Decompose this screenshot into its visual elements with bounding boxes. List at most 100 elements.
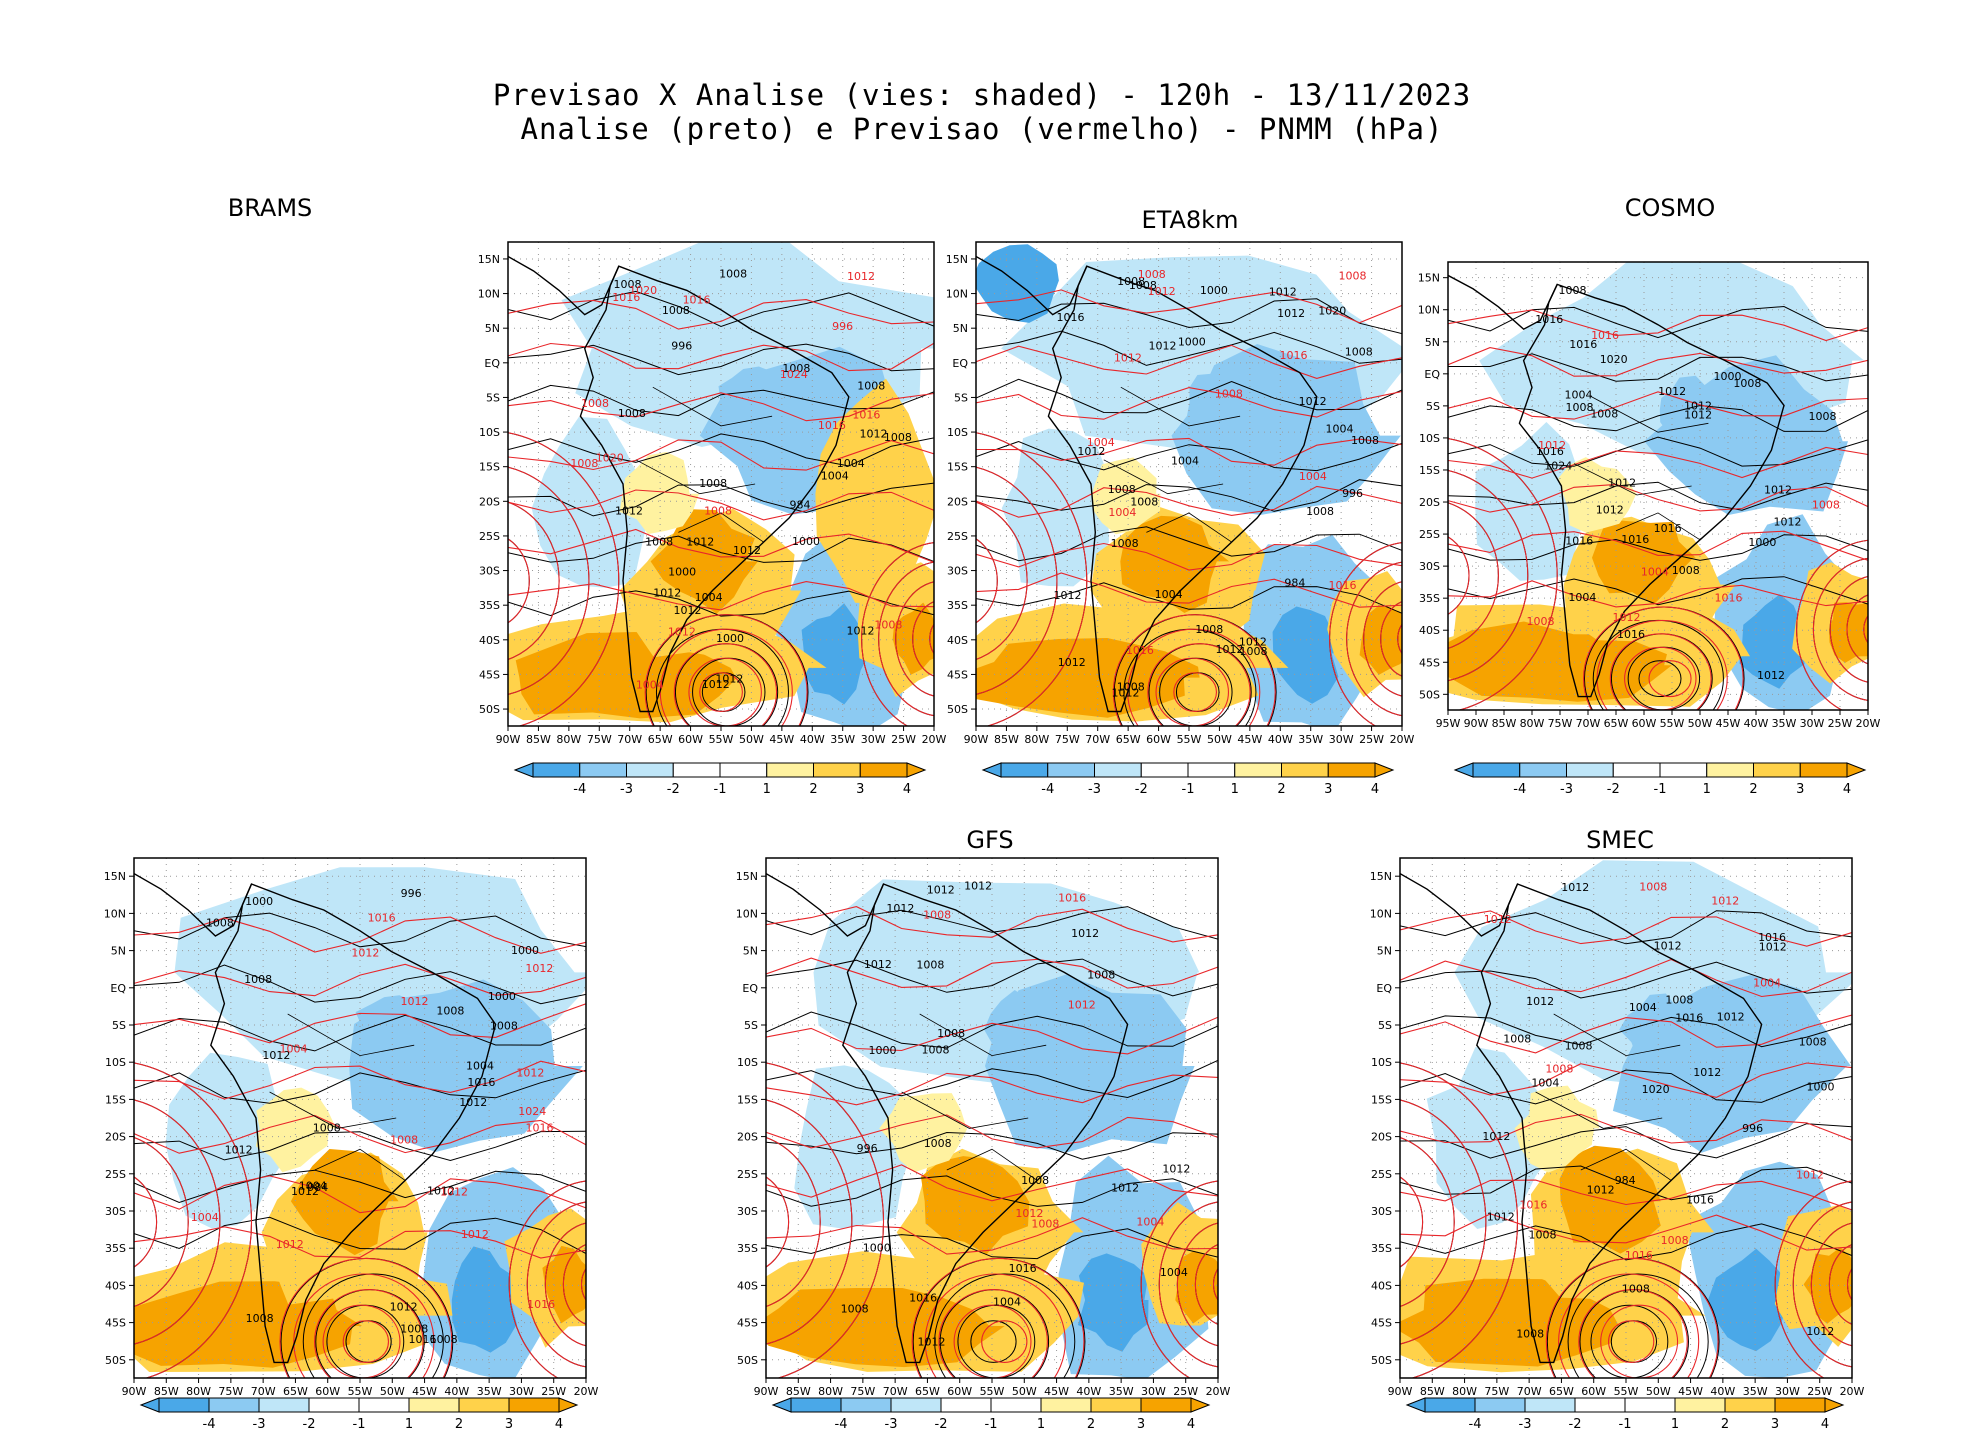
lat-tick-label: 40S bbox=[1371, 1279, 1392, 1292]
isobar bbox=[766, 1062, 885, 1378]
lat-tick-label: 15S bbox=[1371, 1093, 1392, 1106]
isobar bbox=[1329, 542, 1402, 726]
lon-tick-label: 75W bbox=[1548, 717, 1573, 730]
colorbar-label: 1 bbox=[763, 782, 771, 797]
isobar-label-analysis: 1008 bbox=[1130, 496, 1158, 509]
isobar-label-analysis: 1008 bbox=[1195, 623, 1223, 636]
lat-tick-label: 15S bbox=[479, 461, 500, 474]
isobar-label-analysis: 1012 bbox=[927, 883, 955, 896]
colorbar-label: -3 bbox=[885, 1417, 898, 1432]
isobar-label-analysis: 1008 bbox=[1590, 408, 1618, 421]
isobar bbox=[1147, 643, 1251, 726]
isobar bbox=[976, 542, 1402, 571]
lon-tick-label: 20W bbox=[1390, 733, 1415, 746]
colorbar-segment bbox=[859, 762, 908, 778]
colorbar-label: 3 bbox=[1324, 782, 1332, 797]
colorbar-segment bbox=[532, 762, 581, 778]
panel-title-gfs: GFS bbox=[966, 826, 1014, 854]
isobar-label-analysis: 1004 bbox=[821, 469, 849, 482]
isobar bbox=[1545, 1257, 1719, 1378]
bias-positive-area bbox=[976, 638, 1200, 718]
isobar bbox=[1863, 615, 1868, 644]
colorbar-segment bbox=[990, 1397, 1042, 1413]
isobar-label-analysis: 1012 bbox=[262, 1049, 290, 1062]
colorbar-segment bbox=[1799, 762, 1848, 778]
lat-tick-label: 30S bbox=[1419, 560, 1440, 573]
isobar-label-forecast: 1012 bbox=[1114, 352, 1142, 365]
isobar bbox=[911, 1257, 1085, 1378]
colorbar-segment bbox=[508, 1397, 560, 1413]
isobar bbox=[912, 601, 934, 677]
isobar bbox=[134, 1216, 586, 1255]
colorbar-cosmo: -4 -3 -2 -1 1 2 3 4 bbox=[1453, 762, 1867, 803]
isobar-label-forecast: 1012 bbox=[440, 1185, 468, 1198]
lon-tick-label: 75W bbox=[587, 733, 612, 746]
lon-tick-label: 90W bbox=[754, 1385, 779, 1398]
isobar-label-forecast: 1004 bbox=[636, 678, 664, 691]
bias-negative-area bbox=[451, 1246, 517, 1353]
lat-tick-label: 35S bbox=[737, 1242, 758, 1255]
lat-tick-label: 45S bbox=[1371, 1317, 1392, 1330]
isobar-label-analysis: 1000 bbox=[792, 535, 820, 548]
country-border bbox=[1573, 463, 1692, 496]
lon-tick-label: 30W bbox=[861, 733, 886, 746]
isobar bbox=[1558, 1273, 1700, 1378]
country-border bbox=[287, 1013, 415, 1057]
isobar-label-analysis: 1000 bbox=[1748, 536, 1776, 549]
isobar-label-analysis: 1008 bbox=[662, 304, 690, 317]
isobar bbox=[934, 1273, 1076, 1378]
lat-tick-label: 50S bbox=[1371, 1354, 1392, 1367]
isobar bbox=[1400, 1069, 1852, 1105]
lon-tick-label: 70W bbox=[617, 733, 642, 746]
isobar-label-analysis: 1008 bbox=[937, 1027, 965, 1040]
colorbar-arrow-low bbox=[1405, 1397, 1426, 1413]
colorbar-segment bbox=[1000, 762, 1049, 778]
map-panel-smec: 1012 1008 1008 1012 1008 1012 1004 1016 1016 1012… bbox=[1370, 857, 1865, 1398]
isobar bbox=[976, 538, 998, 624]
isobar bbox=[134, 1069, 586, 1104]
isobar-label-analysis: 1012 bbox=[1587, 1183, 1615, 1196]
lat-tick-label: 20S bbox=[947, 495, 968, 508]
lat-tick-label: 5N bbox=[743, 945, 758, 958]
lat-tick-label: 20S bbox=[737, 1131, 758, 1144]
lat-tick-label: 5S bbox=[744, 1019, 758, 1032]
lon-tick-label: 40W bbox=[1268, 733, 1293, 746]
colorbar-segment bbox=[1574, 1397, 1626, 1413]
coastline bbox=[1476, 883, 1763, 1364]
lat-tick-label: 10N bbox=[946, 288, 968, 301]
colorbar-label: 4 bbox=[903, 782, 911, 797]
isobar-label-analysis: 1020 bbox=[1600, 353, 1628, 366]
colorbar-segment bbox=[1724, 1397, 1776, 1413]
lon-tick-label: 30W bbox=[1141, 1385, 1166, 1398]
isobar-label-analysis: 1012 bbox=[291, 1185, 319, 1198]
colorbar-label: 2 bbox=[1277, 782, 1285, 797]
lon-tick-label: 25W bbox=[1359, 733, 1384, 746]
lat-tick-label: 5N bbox=[1425, 336, 1440, 349]
lon-tick-label: 80W bbox=[818, 1385, 843, 1398]
isobar bbox=[1448, 530, 1868, 561]
bias-positive-area bbox=[619, 452, 700, 535]
isobar bbox=[1400, 1213, 1852, 1251]
isobar-label-forecast: 1012 bbox=[847, 270, 875, 283]
isobar-label-analysis: 1016 bbox=[1654, 522, 1682, 535]
lat-tick-label: 20S bbox=[479, 495, 500, 508]
isobar-label-analysis: 1012 bbox=[674, 604, 702, 617]
isobar-label-analysis: 1008 bbox=[246, 1312, 274, 1325]
isobar bbox=[1400, 1015, 1852, 1048]
lon-tick-label: 85W bbox=[786, 1385, 811, 1398]
isobar-label-analysis: 1016 bbox=[1057, 311, 1085, 324]
coastline bbox=[1047, 265, 1318, 713]
colorbar-label: -2 bbox=[935, 1417, 948, 1432]
isobar-label-analysis: 1004 bbox=[1565, 388, 1593, 401]
lat-tick-label: 25S bbox=[947, 530, 968, 543]
lon-tick-label: 35W bbox=[1109, 1385, 1134, 1398]
isobar bbox=[976, 501, 1028, 660]
colorbar-label: 3 bbox=[1771, 1417, 1779, 1432]
lon-tick-label: 50W bbox=[1207, 733, 1232, 746]
bias-positive-area bbox=[1400, 1278, 1619, 1367]
isobar bbox=[134, 963, 586, 997]
isobar-label-analysis: 1000 bbox=[511, 944, 539, 957]
isobar-label-analysis: 1012 bbox=[427, 1184, 455, 1197]
lat-tick-label: 25S bbox=[737, 1168, 758, 1181]
lat-tick-label: 50S bbox=[1419, 688, 1440, 701]
